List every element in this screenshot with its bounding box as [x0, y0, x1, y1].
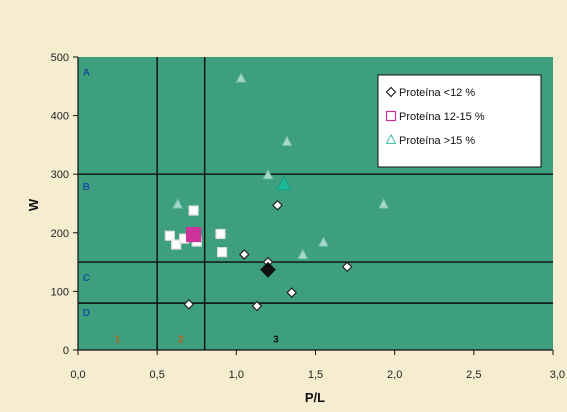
x-tick-label: 1,0: [229, 369, 244, 381]
legend-label-1: Proteína 12-15 %: [399, 111, 485, 123]
y-tick-label: 0: [63, 345, 69, 357]
x-tick-label: 1,5: [308, 369, 323, 381]
legend-label-2: Proteína >15 %: [399, 135, 475, 147]
series-1-point: [189, 206, 198, 215]
series-1-point: [165, 231, 174, 240]
zone-label-a: A: [83, 68, 90, 79]
x-axis-title: P/L: [305, 390, 325, 405]
x-tick-label: 2,0: [387, 369, 402, 381]
x-tick-label: 0,5: [150, 369, 165, 381]
legend-marker-1: [387, 112, 396, 121]
zone-label-b: B: [83, 182, 90, 193]
y-tick-label: 100: [51, 286, 69, 298]
y-tick-label: 500: [51, 52, 69, 64]
y-tick-label: 200: [51, 228, 69, 240]
series-1-mean-point: [187, 228, 201, 242]
region-label-2: 2: [178, 334, 184, 345]
x-tick-label: 3,0: [550, 369, 565, 381]
y-tick-label: 300: [51, 169, 69, 181]
x-tick-label: 0,0: [70, 369, 85, 381]
zone-label-d: D: [83, 308, 90, 319]
legend-label-0: Proteína <12 %: [399, 87, 475, 99]
x-tick-label: 2,5: [466, 369, 481, 381]
legend: Proteína <12 % Proteína 12-15 % Proteína >…: [378, 75, 541, 167]
region-label-1: 1: [115, 334, 121, 345]
region-label-3: 3: [273, 334, 279, 345]
zone-label-c: C: [83, 273, 90, 284]
series-1-point: [216, 229, 225, 238]
y-tick-label: 400: [51, 111, 69, 123]
y-axis-title: W: [26, 198, 41, 211]
series-1-point: [218, 248, 227, 257]
